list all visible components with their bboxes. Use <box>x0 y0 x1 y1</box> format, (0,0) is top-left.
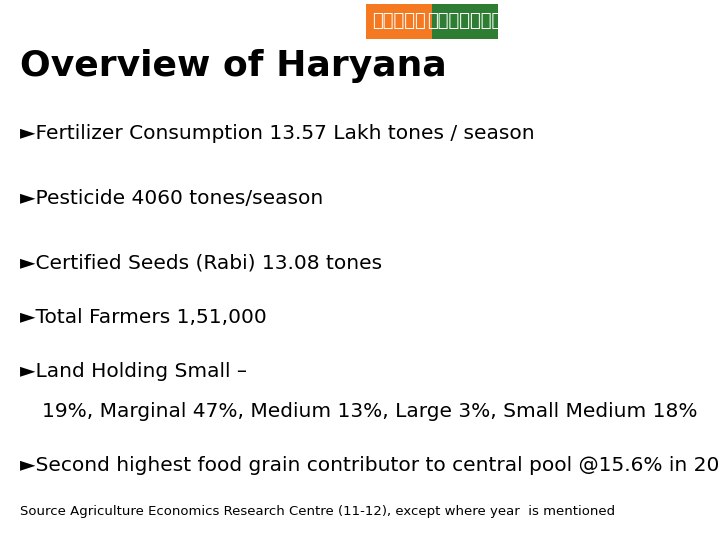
FancyBboxPatch shape <box>366 4 432 39</box>
Text: बेहतर: बेहतर <box>372 12 426 30</box>
Text: ►Fertilizer Consumption 13.57 Lakh tones / season: ►Fertilizer Consumption 13.57 Lakh tones… <box>20 124 534 143</box>
Text: ►Land Holding Small –: ►Land Holding Small – <box>20 362 247 381</box>
Text: ►Total Farmers 1,51,000: ►Total Farmers 1,51,000 <box>20 308 266 327</box>
Text: Source Agriculture Economics Research Centre (11-12), except where year  is ment: Source Agriculture Economics Research Ce… <box>20 505 615 518</box>
Text: ►Second highest food grain contributor to central pool @15.6% in 2014-15: ►Second highest food grain contributor t… <box>20 456 720 475</box>
Text: ►Certified Seeds (Rabi) 13.08 tones: ►Certified Seeds (Rabi) 13.08 tones <box>20 254 382 273</box>
Text: Overview of Haryana: Overview of Haryana <box>20 49 446 83</box>
Text: 19%, Marginal 47%, Medium 13%, Large 3%, Small Medium 18%: 19%, Marginal 47%, Medium 13%, Large 3%,… <box>42 402 698 421</box>
Text: ►Pesticide 4060 tones/season: ►Pesticide 4060 tones/season <box>20 189 323 208</box>
Text: ज़िंदगी: ज़िंदगी <box>428 12 503 30</box>
FancyBboxPatch shape <box>432 4 498 39</box>
